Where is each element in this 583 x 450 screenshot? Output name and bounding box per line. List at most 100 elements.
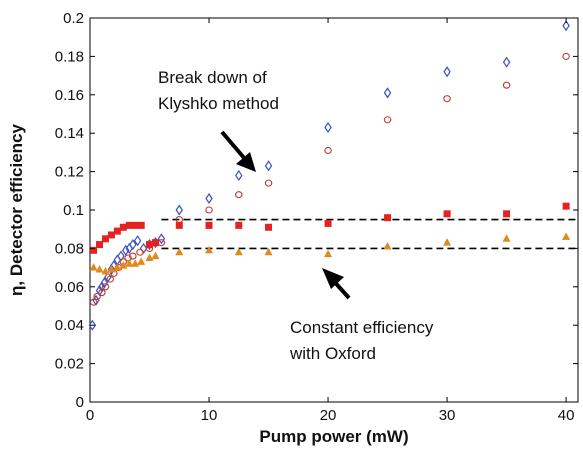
y-tick-label: 0.1 (63, 202, 84, 219)
x-tick-label: 0 (86, 407, 94, 424)
annotation-oxford-line-1: Constant efficiency (290, 318, 434, 337)
x-tick-label: 20 (320, 407, 337, 424)
data-point-square-filled (151, 239, 159, 247)
data-point-triangle-filled (137, 257, 146, 265)
x-tick-label: 30 (439, 407, 456, 424)
data-point-square-filled (125, 221, 133, 229)
data-point-square-filled (113, 227, 121, 235)
data-point-diamond-open (383, 87, 392, 99)
data-point-square-filled (146, 241, 154, 249)
data-point-diamond-open (117, 250, 125, 262)
y-axis-title: η, Detector efficiency (7, 123, 26, 295)
data-point-diamond-open (264, 160, 273, 172)
y-tick-label: 0.06 (55, 279, 84, 296)
data-point-square-filled (205, 221, 213, 229)
data-point-circle-open (129, 252, 137, 260)
data-point-square-filled (96, 241, 104, 249)
data-point-square-filled (175, 221, 183, 229)
data-point-square-filled (443, 210, 451, 218)
plot-area (89, 17, 579, 403)
data-point-diamond-open (107, 263, 116, 276)
x-tick-label: 10 (201, 407, 218, 424)
data-point-triangle-filled (175, 247, 184, 256)
data-point-square-filled (324, 219, 332, 227)
annotation-arrow-klyshko (220, 130, 256, 172)
data-point-square-filled (137, 221, 145, 229)
data-point-triangle-filled (131, 259, 140, 267)
data-point-triangle-filled (562, 232, 571, 240)
data-point-circle-open (106, 275, 114, 283)
data-point-triangle-filled (502, 234, 511, 242)
data-point-circle-open (93, 292, 101, 300)
data-point-triangle-filled (383, 241, 392, 250)
y-tick-label: 0 (76, 394, 84, 411)
data-point-diamond-open (443, 66, 451, 78)
annotation-oxford-line-2: with Oxford (289, 344, 376, 363)
data-point-square-filled (101, 235, 109, 243)
data-point-circle-open (264, 179, 273, 187)
data-point-square-filled (119, 223, 127, 231)
data-point-circle-open (502, 81, 511, 89)
y-tick-label: 0.16 (55, 87, 84, 104)
data-point-diamond-open (121, 244, 130, 256)
data-point-diamond-open (175, 204, 183, 216)
data-point-diamond-open (157, 233, 166, 245)
data-point-circle-open (136, 248, 144, 256)
data-point-triangle-filled (151, 251, 160, 260)
data-point-triangle-filled (119, 261, 128, 269)
data-point-square-filled (562, 202, 570, 210)
data-point-triangle-filled (113, 263, 122, 271)
annotation-klyshko-line-2: Klyshko method (158, 94, 279, 113)
data-point-square-filled (384, 214, 392, 222)
data-point-circle-open (324, 146, 332, 155)
data-point-circle-open (562, 52, 570, 60)
data-point-circle-open (89, 298, 98, 306)
data-point-diamond-open (562, 20, 570, 32)
data-point-triangle-filled (443, 238, 452, 246)
annotation-klyshko-line-1: Break down of (158, 68, 267, 87)
data-point-circle-open (101, 283, 110, 291)
data-point-square-filled (265, 223, 273, 231)
data-point-diamond-open (324, 121, 332, 134)
data-point-circle-open (443, 95, 451, 103)
data-point-triangle-filled (234, 247, 243, 256)
data-point-triangle-filled (95, 265, 104, 273)
data-point-square-filled (90, 246, 98, 254)
y-tick-label: 0.18 (55, 48, 84, 65)
data-point-triangle-filled (145, 253, 154, 261)
data-point-diamond-open (235, 169, 243, 182)
x-axis-title: Pump power (mW) (259, 427, 408, 446)
data-point-circle-open (205, 206, 213, 214)
y-tick-label: 0.02 (55, 356, 84, 373)
data-point-circle-open (235, 191, 243, 199)
data-point-square-filled (107, 231, 115, 239)
data-point-square-filled (235, 221, 243, 229)
data-point-diamond-open (502, 56, 511, 68)
data-point-triangle-filled (264, 247, 273, 256)
data-point-circle-open (383, 116, 392, 124)
data-point-diamond-open (133, 235, 142, 247)
annotation-arrow-oxford (322, 268, 351, 300)
y-tick-label: 0.14 (55, 125, 84, 142)
data-point-circle-open (98, 289, 106, 297)
data-point-triangle-filled (101, 266, 110, 275)
data-point-square-filled (503, 210, 511, 218)
data-point-triangle-filled (205, 245, 214, 254)
data-point-diamond-open (100, 277, 109, 289)
y-tick-label: 0.08 (55, 240, 84, 257)
data-point-diamond-open (129, 238, 137, 251)
data-point-diamond-open (205, 192, 213, 205)
data-point-circle-open (124, 254, 132, 262)
data-point-triangle-filled (89, 263, 98, 271)
data-point-diamond-open (98, 281, 106, 293)
y-tick-label: 0.04 (55, 317, 84, 334)
y-tick-label: 0.12 (55, 164, 84, 181)
y-tick-label: 0.2 (63, 10, 84, 27)
data-point-diamond-open (88, 319, 97, 331)
data-point-square-filled (131, 221, 139, 229)
x-tick-label: 40 (558, 407, 575, 424)
data-point-triangle-filled (125, 259, 134, 267)
data-point-triangle-filled (324, 249, 333, 258)
data-point-triangle-filled (107, 265, 116, 273)
